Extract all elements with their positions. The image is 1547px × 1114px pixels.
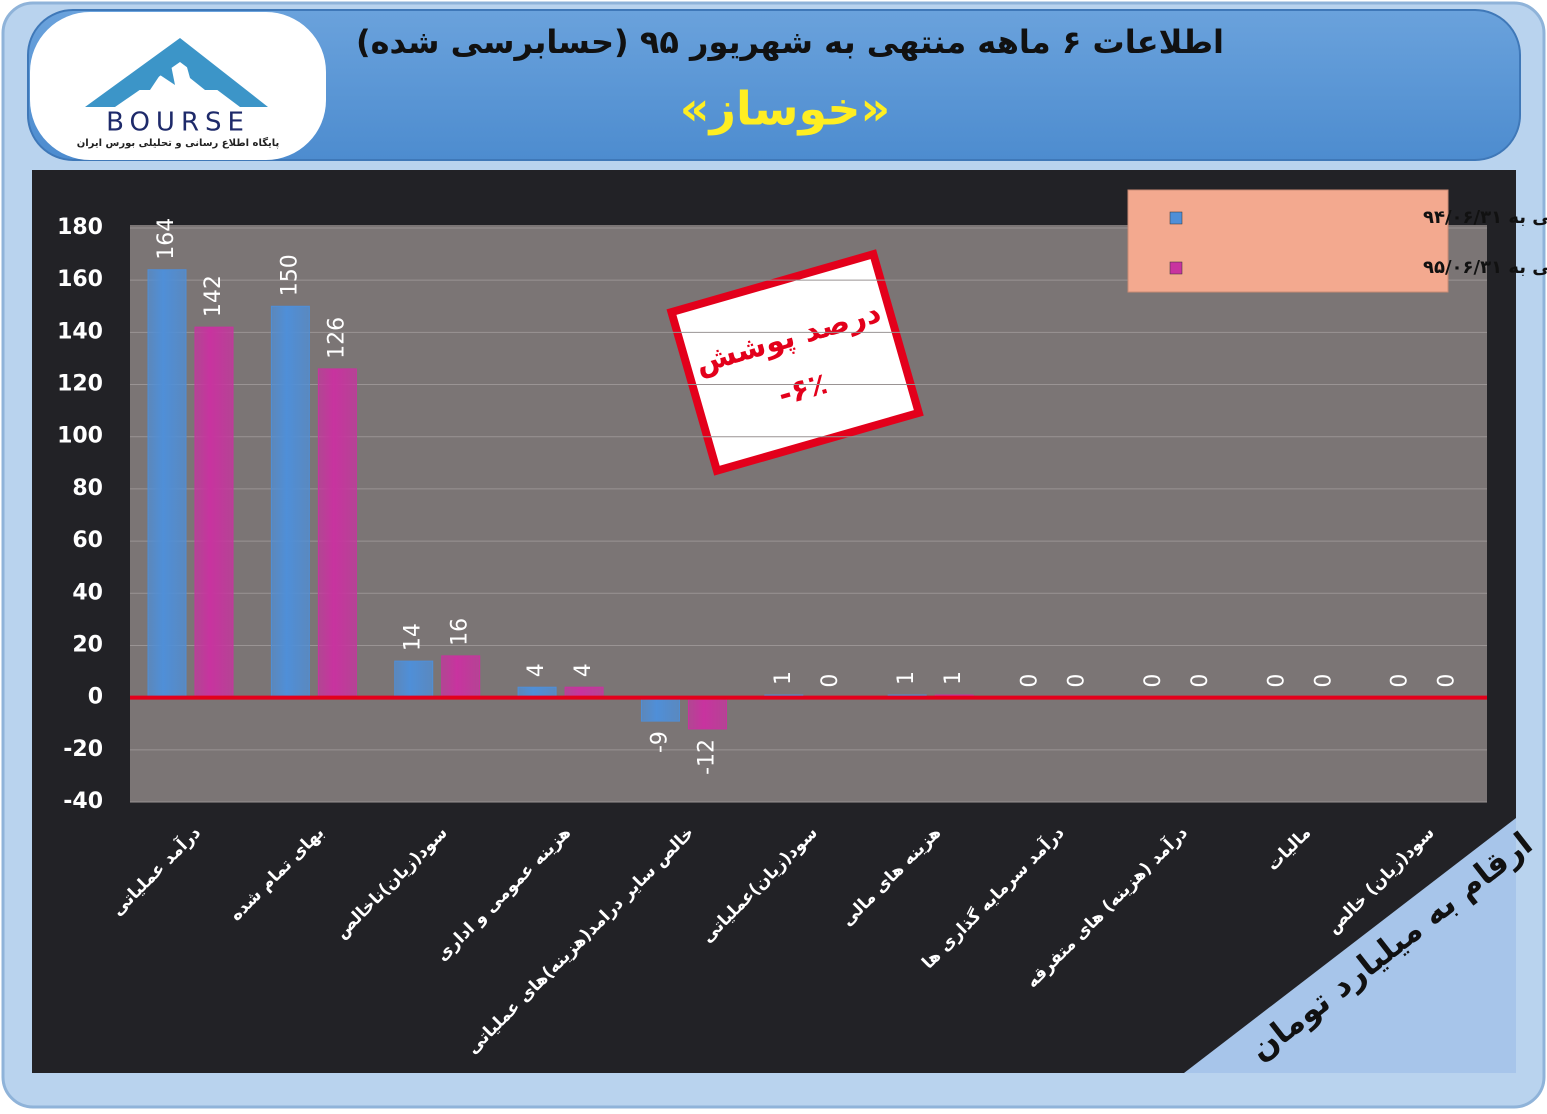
subtitle: «خوساز» bbox=[680, 82, 890, 136]
value-label: 4 bbox=[524, 663, 549, 677]
legend-label: ۶ ماهه منتهی به ۹۵/۰۶/۳۱ bbox=[1423, 257, 1547, 278]
value-label: 1 bbox=[894, 671, 919, 685]
value-label: -9 bbox=[647, 731, 672, 753]
value-label: 0 bbox=[1264, 674, 1289, 688]
value-label: 0 bbox=[1188, 674, 1213, 688]
bar bbox=[194, 326, 234, 699]
annotation: درصد پوشش -۶٪ bbox=[666, 249, 924, 476]
value-label: 164 bbox=[154, 218, 179, 260]
y-tick-label: -20 bbox=[63, 737, 103, 762]
value-label: 142 bbox=[201, 275, 226, 317]
y-tick-label: 100 bbox=[57, 424, 103, 449]
y-tick-label: 40 bbox=[72, 580, 103, 605]
title: اطلاعات ۶ ماهه منتهی به شهریور ۹۵ (حسابر… bbox=[356, 23, 1224, 61]
value-label: 16 bbox=[448, 618, 473, 646]
y-tick-label: -40 bbox=[63, 789, 103, 814]
legend-swatch bbox=[1169, 261, 1183, 275]
value-label: 1 bbox=[941, 671, 966, 685]
legend-swatch bbox=[1169, 211, 1183, 225]
logo-text: BOURSE bbox=[106, 108, 250, 138]
value-label: 4 bbox=[571, 663, 596, 677]
bar bbox=[687, 697, 727, 730]
logo-box bbox=[30, 12, 326, 160]
y-tick-label: 80 bbox=[72, 476, 103, 501]
bar bbox=[394, 660, 434, 699]
value-label: 14 bbox=[401, 623, 426, 651]
y-tick-label: 180 bbox=[57, 215, 103, 240]
logo-caption: پایگاه اطلاع رسانی و تحلیلی بورس ایران bbox=[77, 136, 280, 149]
header-band bbox=[27, 9, 1521, 161]
bar bbox=[270, 305, 310, 699]
y-tick-label: 0 bbox=[88, 685, 103, 710]
y-tick-label: 60 bbox=[72, 528, 103, 553]
y-tick-label: 160 bbox=[57, 267, 103, 292]
legend-label: ۶ ماهه منتهی به ۹۴/۰۶/۳۱ bbox=[1423, 207, 1547, 228]
value-label: 0 bbox=[1311, 674, 1336, 688]
logo-mark bbox=[85, 38, 268, 107]
value-label: 0 bbox=[1141, 674, 1166, 688]
value-label: 126 bbox=[324, 317, 349, 359]
bar bbox=[640, 697, 680, 722]
bar bbox=[317, 368, 357, 699]
value-label: -12 bbox=[694, 739, 719, 775]
bar bbox=[147, 269, 187, 699]
unit-corner bbox=[1184, 818, 1516, 1073]
value-label: 0 bbox=[1018, 674, 1043, 688]
annotation-box bbox=[666, 249, 924, 476]
value-label: 0 bbox=[1065, 674, 1090, 688]
y-tick-label: 120 bbox=[57, 372, 103, 397]
y-tick-label: 140 bbox=[57, 319, 103, 344]
legend-box bbox=[1127, 189, 1449, 293]
value-label: 0 bbox=[1435, 674, 1460, 688]
value-label: 1 bbox=[771, 671, 796, 685]
y-tick-label: 20 bbox=[72, 632, 103, 657]
bar bbox=[441, 655, 481, 699]
value-label: 0 bbox=[818, 674, 843, 688]
value-label: 0 bbox=[1388, 674, 1413, 688]
value-label: 150 bbox=[277, 254, 302, 296]
